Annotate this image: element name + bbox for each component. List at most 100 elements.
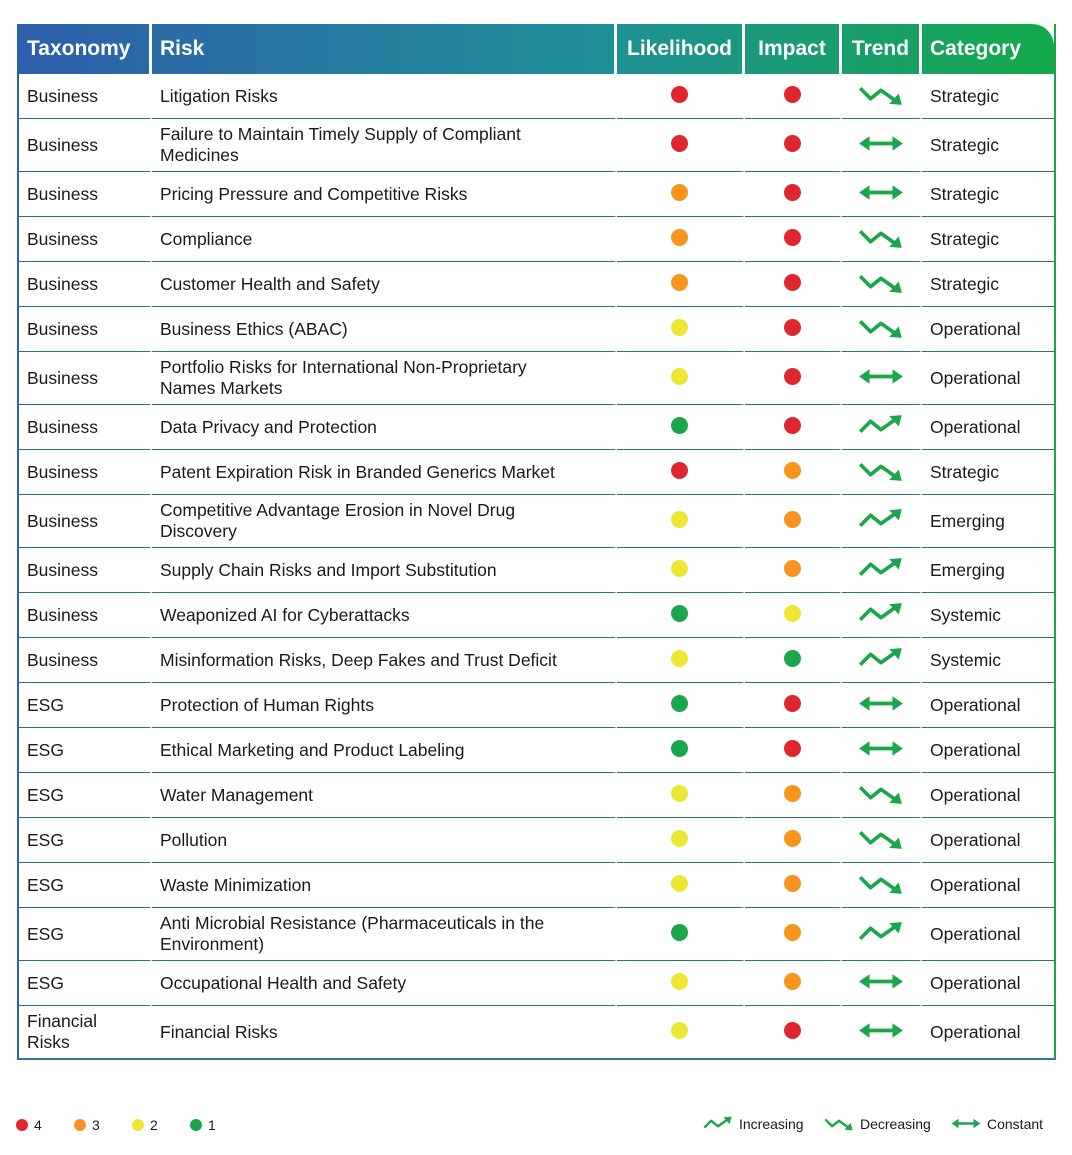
likelihood-cell [617, 450, 745, 495]
legend-trend: Decreasing [824, 1115, 931, 1132]
likelihood-dot [671, 604, 688, 622]
impact-dot [783, 228, 801, 246]
category: Operational [930, 367, 1021, 388]
likelihood-cell [617, 728, 745, 773]
taxonomy-cell: ESG [19, 773, 152, 818]
risk-name: Waste Minimization [160, 874, 312, 895]
trend-cell [842, 548, 922, 593]
impact-cell [745, 728, 842, 773]
category-cell: Strategic [922, 450, 1054, 495]
risk-table: Taxonomy Risk Likelihood Impact Trend Categor… [17, 24, 1056, 1060]
impact-dot [783, 273, 801, 291]
taxonomy-cell: ESG [19, 728, 152, 773]
trend-cell [842, 773, 922, 818]
category: Strategic [930, 228, 1000, 249]
risk-cell: Pollution [152, 818, 617, 863]
impact-cell [745, 863, 842, 908]
taxonomy-cell: ESG [19, 863, 152, 908]
column-header: Impact [745, 24, 842, 74]
likelihood-dot [671, 784, 688, 802]
risk-name: Ethical Marketing and Product Labeling [160, 739, 465, 760]
trend-cell [842, 74, 922, 119]
risk-name: Pollution [160, 829, 228, 850]
risk-cell: Supply Chain Risks and Import Substituti… [152, 548, 617, 593]
taxonomy-cell: Business [19, 495, 152, 548]
category-cell: Operational [922, 1006, 1054, 1058]
impact-dot [783, 367, 801, 385]
likelihood-cell [617, 405, 745, 450]
legend-trend-label: Constant [987, 1115, 1044, 1132]
taxonomy-cell: Business [19, 307, 152, 352]
likelihood-cell [617, 863, 745, 908]
taxonomy-cell: Business [19, 217, 152, 262]
risk-name: Failure to Maintain Timely Supply of Com… [160, 124, 521, 165]
risk-name: Supply Chain Risks and Import Substituti… [160, 559, 497, 580]
impact-dot [783, 510, 801, 528]
impact-dot [783, 134, 801, 152]
likelihood-cell [617, 683, 745, 728]
category: Strategic [930, 273, 1000, 294]
legend-dot [74, 1119, 86, 1131]
likelihood-cell [617, 1006, 745, 1058]
column-header: Category [930, 37, 1022, 60]
impact-cell [745, 172, 842, 217]
legend-trend-label: Decreasing [860, 1115, 931, 1132]
trend-cell [842, 450, 922, 495]
trend-cell [842, 593, 922, 638]
impact-dot [783, 694, 801, 712]
trend-cell [842, 1006, 922, 1058]
impact-cell [745, 405, 842, 450]
taxonomy-cell: Financial Risks [19, 1006, 152, 1058]
category-cell: Systemic [922, 638, 1054, 683]
category: Operational [930, 416, 1021, 437]
legend-level-label: 4 [34, 1117, 42, 1133]
impact-cell [745, 217, 842, 262]
risk-name: Protection of Human Rights [160, 694, 374, 715]
taxonomy-cell: ESG [19, 908, 152, 961]
category: Emerging [930, 559, 1005, 580]
taxonomy-cell: Business [19, 352, 152, 405]
impact-cell [745, 1006, 842, 1058]
likelihood-cell [617, 262, 745, 307]
impact-cell [745, 773, 842, 818]
category: Operational [930, 784, 1021, 805]
risk-cell: Financial Risks [152, 1006, 617, 1058]
likelihood-dot [671, 183, 688, 201]
legend-level-label: 3 [92, 1117, 100, 1133]
risk-cell: Data Privacy and Protection [152, 405, 617, 450]
trend-icon [858, 368, 903, 384]
likelihood-cell [617, 495, 745, 548]
trend-icon [858, 135, 903, 151]
trend-icon [858, 875, 902, 894]
likelihood-dot [671, 559, 688, 577]
impact-dot [783, 1021, 801, 1039]
likelihood-cell [617, 307, 745, 352]
risk-name: Occupational Health and Safety [160, 972, 407, 993]
risk-cell: Compliance [152, 217, 617, 262]
legend-trend: Increasing [703, 1115, 804, 1132]
legend-level: 4 [16, 1117, 42, 1133]
legend-level-label: 1 [208, 1117, 216, 1133]
likelihood-cell [617, 352, 745, 405]
risk-cell: Waste Minimization [152, 863, 617, 908]
likelihood-dot [671, 739, 688, 757]
likelihood-cell [617, 908, 745, 961]
risk-cell: Competitive Advantage Erosion in Novel D… [152, 495, 617, 548]
likelihood-dot [671, 367, 688, 385]
impact-dot [783, 829, 801, 847]
taxonomy-cell: Business [19, 119, 152, 172]
trend-cell [842, 638, 922, 683]
category: Systemic [930, 649, 1001, 670]
likelihood-dot [671, 510, 688, 528]
trend-icon [858, 785, 902, 804]
risk-cell: Ethical Marketing and Product Labeling [152, 728, 617, 773]
likelihood-dot [671, 85, 688, 103]
risk-cell: Anti Microbial Resistance (Pharmaceutica… [152, 908, 617, 961]
impact-dot [783, 183, 801, 201]
risk-cell: Water Management [152, 773, 617, 818]
likelihood-cell [617, 773, 745, 818]
likelihood-cell [617, 548, 745, 593]
risk-name: Portfolio Risks for International Non-Pr… [160, 357, 527, 398]
risk-name: Competitive Advantage Erosion in Novel D… [160, 500, 516, 541]
taxonomy: ESG [27, 784, 64, 805]
